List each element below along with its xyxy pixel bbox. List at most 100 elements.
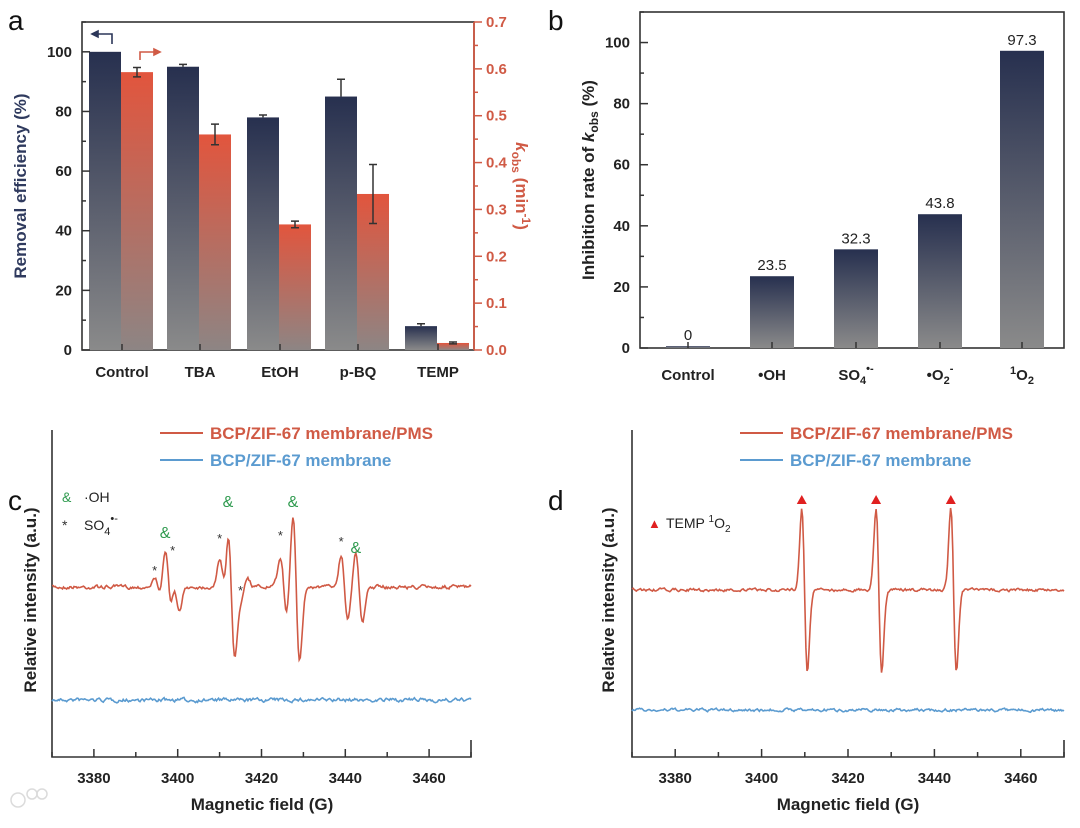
bar-SO4•- [834, 249, 878, 348]
y-tick-label-left: 80 [55, 103, 72, 120]
bar-•OH [750, 276, 794, 348]
so4-marker-symbol: * [62, 517, 68, 533]
panel-letter-a: a [8, 5, 24, 36]
text: •OH [758, 367, 786, 384]
superscript: •- [110, 513, 118, 525]
x-tick-label: 3460 [412, 770, 445, 787]
y-tick-label-right: 0.6 [486, 61, 507, 78]
bar-•O2- [918, 214, 962, 348]
bar-removal-Control [89, 51, 121, 351]
superscript: 1 [1010, 365, 1016, 377]
panel-letter-d: d [548, 485, 564, 516]
value-label: 32.3 [841, 230, 870, 247]
y-tick-label: 0 [622, 340, 630, 357]
x-tick-label: Control [661, 367, 714, 384]
x-axis-label: Magnetic field (G) [777, 795, 920, 814]
y-axis-label: Relative intensity (a.u.) [599, 507, 618, 692]
superscript: 1 [709, 514, 715, 525]
text: O [1016, 367, 1028, 384]
watermark-logo [10, 788, 48, 808]
panel-letter-b: b [548, 5, 564, 36]
bar-removal-TEMP [405, 326, 437, 350]
temp-peak-marker-icon [796, 495, 807, 504]
k-symbol: k [512, 142, 531, 153]
x-tick-label: 3460 [1004, 770, 1037, 787]
y-tick-label-left: 40 [55, 223, 72, 240]
x-tick-label: p-BQ [340, 364, 377, 381]
error-bar-removal [337, 78, 345, 97]
text: •O [927, 367, 944, 384]
x-tick-label: 1O2 [1010, 365, 1034, 387]
x-tick-label: 3400 [161, 770, 194, 787]
bar-removal-EtOH [247, 117, 279, 350]
subscript: 4 [104, 526, 110, 538]
error-bar-kobs [133, 66, 141, 78]
x-tick-label: •O2- [927, 363, 954, 387]
error-bar-kobs [211, 123, 219, 146]
bar-removal-TBA [167, 66, 199, 351]
value-label: 0 [684, 327, 692, 344]
chart-b: 023.532.343.897.3 Control •OH SO4•- •O2- 1O2… [579, 11, 1065, 387]
y-axis-label: Relative intensity (a.u.) [21, 507, 40, 692]
y-tick-label-right: 0.4 [486, 155, 508, 172]
bar-kobs-Control [121, 72, 153, 350]
text: SO [84, 517, 104, 533]
x-tick-label: 3420 [245, 770, 278, 787]
unit: (%) [579, 80, 598, 111]
y-tick-label-right: 0.7 [486, 14, 507, 31]
temp-peak-marker-icon [871, 495, 882, 504]
x-tick-label: EtOH [261, 364, 299, 381]
right-axis-arrow-icon [139, 47, 162, 60]
value-label: 23.5 [757, 257, 786, 274]
y-tick-label: 100 [605, 35, 630, 52]
error-bar-removal [417, 323, 425, 327]
text-o: O [714, 515, 725, 531]
oh-marker-label: ·OH [84, 489, 110, 505]
value-label: 97.3 [1007, 32, 1036, 49]
x-axis-label: Magnetic field (G) [191, 795, 334, 814]
x-tick-label: SO4•- [838, 363, 874, 387]
left-axis-arrow-icon [90, 29, 113, 44]
legend-label-red: BCP/ZIF-67 membrane/PMS [210, 424, 433, 443]
bar-kobs-EtOH [279, 224, 311, 350]
subscript: obs [509, 152, 523, 174]
spectrum-line-pms [52, 517, 472, 663]
value-label: 43.8 [925, 195, 954, 212]
x-tick-label: 3380 [659, 770, 692, 787]
spectrum-line-membrane [51, 696, 472, 704]
y-tick-label-right: 0.5 [486, 108, 507, 125]
so4-peak-marker: * [170, 543, 175, 558]
text: SO [838, 367, 860, 384]
y-tick-label-left: 20 [55, 282, 72, 299]
bar-kobs-TBA [199, 134, 231, 350]
spectrum-line-pms [631, 507, 1065, 673]
y-tick-label-right: 0.2 [486, 248, 507, 265]
legend-label-blue: BCP/ZIF-67 membrane [790, 451, 971, 470]
y-axis-label-left: Removal efficiency (%) [11, 93, 30, 278]
y-tick-label-right: 0.0 [486, 342, 507, 359]
x-tick-label: 3440 [918, 770, 951, 787]
x-tick-label: TBA [185, 364, 216, 381]
legend-label-blue: BCP/ZIF-67 membrane [210, 451, 391, 470]
x-tick-label: 3400 [745, 770, 778, 787]
panel-letter-c: c [8, 485, 22, 516]
spectrum-line-membrane [631, 707, 1065, 714]
so4-peak-marker: * [217, 531, 222, 546]
y-tick-label-right: 0.1 [486, 295, 507, 312]
y-tick-label-left: 0 [64, 342, 72, 359]
bar-kobs-TEMP [437, 342, 469, 350]
error-bar-kobs [369, 163, 377, 225]
chart-d: 3380 3400 3420 3440 3460 Relative intensity … [599, 424, 1065, 814]
error-bar-removal [179, 63, 187, 67]
error-bar-kobs [291, 220, 299, 229]
subscript: 2 [944, 375, 950, 387]
so4-peak-marker: * [278, 528, 283, 543]
oh-marker-symbol: & [62, 489, 72, 505]
so4-peak-marker: * [238, 583, 243, 598]
legend-label-red: BCP/ZIF-67 membrane/PMS [790, 424, 1013, 443]
x-tick-label: Control [95, 364, 148, 381]
bar-removal-p-BQ [325, 96, 357, 350]
chart-c: 3380 3400 3420 3440 3460 && &&***** * Relative… [21, 424, 472, 814]
subscript: 2 [1028, 375, 1034, 387]
